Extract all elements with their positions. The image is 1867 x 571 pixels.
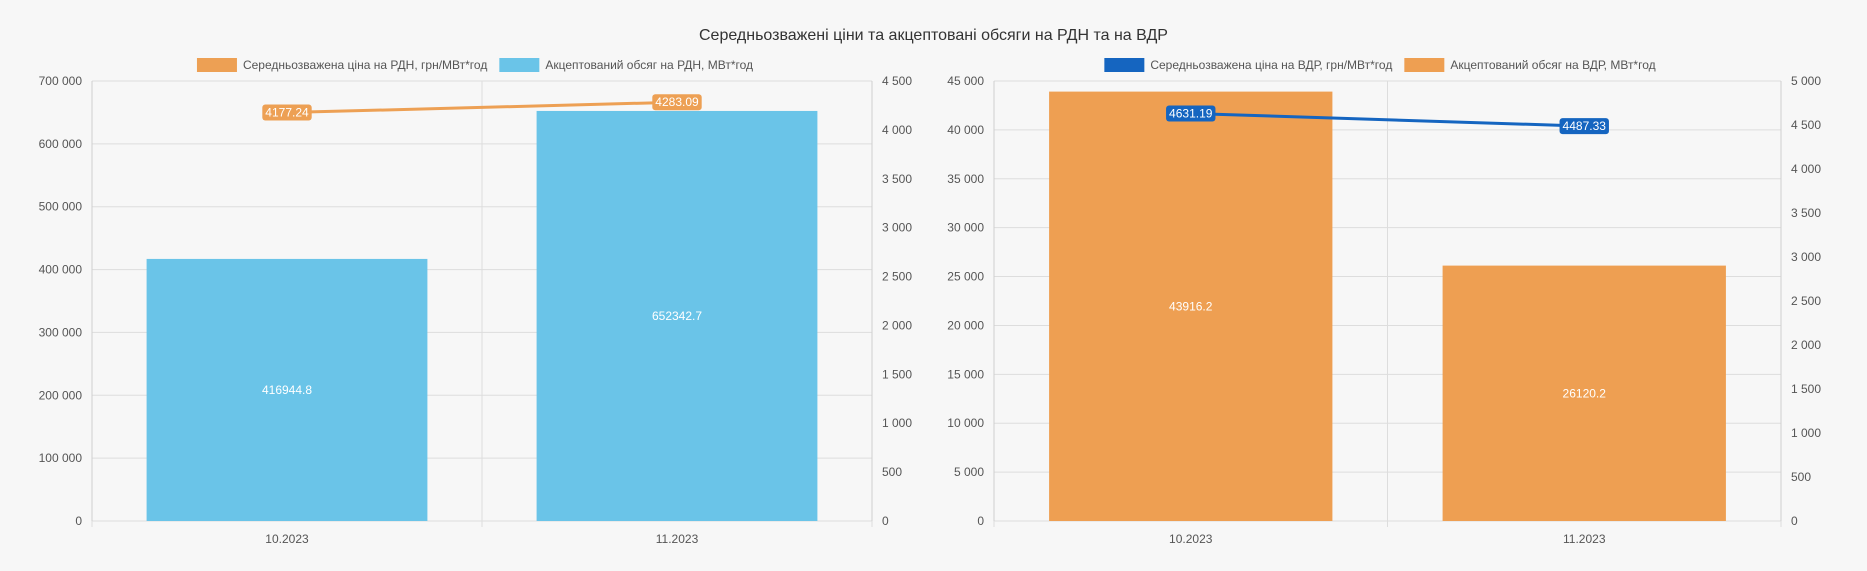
right-tick-label: 2 500 (882, 270, 912, 284)
chart-vdr: 0 5 000 10 000 15 000 20 000 25 000 30 000 35 0… (947, 58, 1821, 546)
point-value-label: 4177.24 (265, 106, 309, 120)
bar-value-label: 43916.2 (1169, 299, 1213, 313)
right-tick-label: 0 (1791, 514, 1798, 528)
legend-swatch (196, 58, 237, 72)
right-tick-label: 4 000 (1791, 162, 1821, 176)
right-tick-label: 0 (882, 514, 889, 528)
bar-value-label: 26120.2 (1563, 386, 1607, 400)
legend-label: Середньозважена ціна на ВДР, грн/МВт*год (1150, 58, 1392, 72)
left-tick-label: 25 000 (947, 270, 984, 284)
x-tick-label: 10.2023 (265, 532, 309, 546)
right-tick-label: 1 500 (1791, 382, 1821, 396)
left-tick-label: 40 000 (947, 123, 984, 137)
left-tick-label: 400 000 (39, 263, 83, 277)
left-tick-label: 10 000 (947, 416, 984, 430)
right-tick-label: 500 (1791, 470, 1811, 484)
left-tick-label: 500 000 (39, 200, 83, 214)
point-value-label: 4487.33 (1563, 119, 1607, 133)
price-line (1190, 111, 1585, 128)
left-tick-label: 0 (977, 514, 984, 528)
point-label-box (262, 104, 312, 121)
legend-swatch (499, 58, 540, 72)
legend-label: Акцептований обсяг на РДН, МВт*год (545, 58, 753, 72)
point-label-box (1166, 105, 1216, 122)
left-tick-label: 100 000 (39, 451, 83, 465)
left-tick-label: 35 000 (947, 172, 984, 186)
left-tick-label: 700 000 (39, 74, 83, 88)
right-tick-label: 2 000 (882, 318, 912, 332)
right-tick-label: 1 000 (882, 416, 912, 430)
point-value-label: 4283.09 (655, 95, 699, 109)
right-tick-label: 1 000 (1791, 426, 1821, 440)
point-label-box (1559, 118, 1609, 135)
right-tick-label: 3 000 (1791, 250, 1821, 264)
price-line (286, 100, 678, 115)
left-tick-label: 15 000 (947, 367, 984, 381)
legend-swatch (1404, 58, 1445, 72)
right-tick-label: 4 500 (1791, 118, 1821, 132)
bar (1442, 265, 1726, 521)
right-tick-label: 2 000 (1791, 338, 1821, 352)
left-tick-label: 300 000 (39, 325, 83, 339)
right-tick-label: 1 500 (882, 367, 912, 381)
x-tick-label: 11.2023 (1563, 532, 1606, 546)
left-tick-label: 200 000 (39, 388, 83, 402)
bar-value-label: 652342.7 (652, 309, 702, 323)
right-tick-label: 4 500 (882, 74, 912, 88)
page-title: Середньозважені ціни та акцептовані обся… (699, 27, 1168, 44)
left-tick-label: 0 (75, 514, 82, 528)
chart-rdn: 0 100 000 200 000 300 000 400 000 500 000 600 … (39, 58, 912, 546)
right-tick-label: 3 000 (882, 221, 912, 235)
right-tick-label: 500 (882, 465, 902, 479)
bar (146, 258, 428, 521)
legend-label: Акцептований обсяг на ВДР, МВт*год (1450, 58, 1655, 72)
left-tick-label: 20 000 (947, 318, 984, 332)
x-tick-label: 11.2023 (656, 532, 699, 546)
bar-value-label: 416944.8 (262, 383, 312, 397)
bar (1049, 91, 1333, 521)
right-tick-label: 3 500 (882, 172, 912, 186)
right-tick-label: 3 500 (1791, 206, 1821, 220)
point-value-label: 4631.19 (1169, 106, 1213, 120)
left-tick-label: 5 000 (954, 465, 984, 479)
right-tick-label: 2 500 (1791, 294, 1821, 308)
legend-label: Середньозважена ціна на РДН, грн/МВт*год (243, 58, 487, 72)
point-label-box (652, 94, 702, 111)
bar (536, 110, 818, 521)
left-tick-label: 45 000 (947, 74, 984, 88)
right-tick-label: 4 000 (882, 123, 912, 137)
x-tick-label: 10.2023 (1169, 532, 1213, 546)
left-tick-label: 600 000 (39, 137, 83, 151)
right-tick-label: 5 000 (1791, 74, 1821, 88)
left-tick-label: 30 000 (947, 221, 984, 235)
legend-swatch (1104, 58, 1145, 72)
